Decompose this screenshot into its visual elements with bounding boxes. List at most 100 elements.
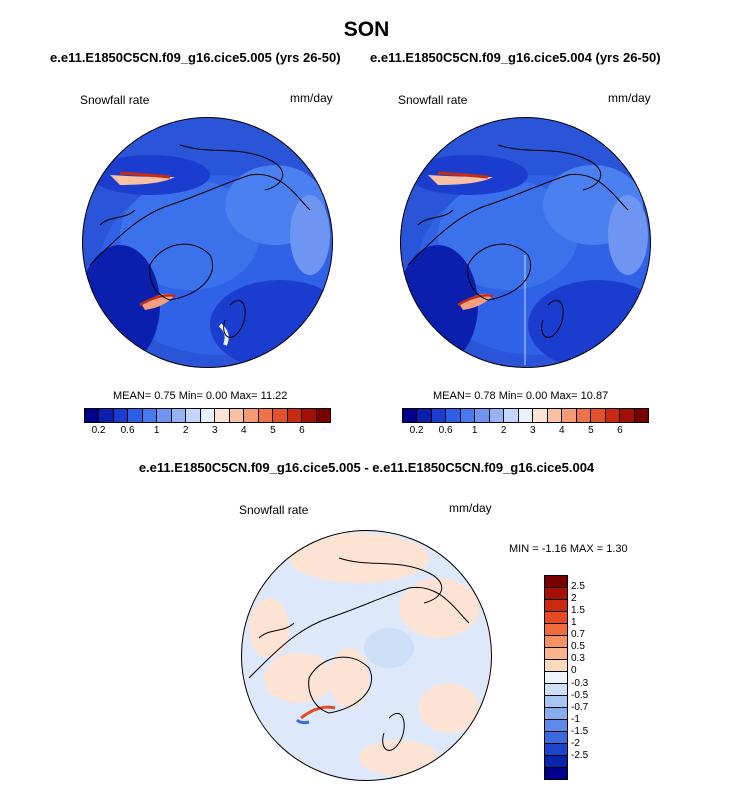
colorbar-swatch [545,756,567,768]
colorbar-swatch [545,636,567,648]
colorbar-swatch [229,409,245,422]
colorbar-swatch [287,409,303,422]
colorbar-swatch [547,409,563,422]
panel-right-polar-map [400,117,651,368]
panel-left-stats: MEAN= 0.75 Min= 0.00 Max= 11.22 [113,390,288,402]
colorbar-swatch [489,409,505,422]
colorbar-swatch [545,684,567,696]
colorbar-swatch [591,409,606,422]
colorbar-swatch [545,744,567,756]
colorbar-swatch [273,409,288,422]
colorbar-swatch [562,409,577,422]
colorbar-swatch [504,409,519,422]
diff-panel-variable-label: Snowfall rate [239,503,309,517]
colorbar-swatch [302,409,317,422]
colorbar-tick-label: 0.2 [91,425,106,436]
colorbar-swatch [258,409,274,422]
panel-left-polar-map [82,117,333,368]
panel-right-units-label: mm/day [608,91,651,105]
colorbar-tick-label: 0.6 [120,425,135,436]
panel-right-colorbar-ticks: 0.2 0.6 1 2 3 4 5 6 [402,425,649,439]
colorbar-swatch [518,409,534,422]
colorbar-swatch [113,409,129,422]
colorbar-swatch [545,720,567,732]
colorbar-tick-label: 5 [270,425,276,436]
colorbar-tick-label: -2 [571,737,580,749]
colorbar-tick-label: -0.5 [571,689,589,701]
colorbar-tick-label: 2 [500,425,507,436]
colorbar-tick-label: 0.3 [571,653,585,665]
colorbar-swatch [200,409,216,422]
colorbar-tick-label: -0.3 [571,677,589,689]
panel-right-colorbar [402,408,649,423]
panel-left-case-title: e.e11.E1850C5CN.f09_g16.cice5.005 (yrs 2… [50,50,341,65]
colorbar-tick-label: 0.6 [438,425,453,436]
diff-colorbar [544,575,568,780]
colorbar-tick-label: 6 [299,425,305,436]
colorbar-swatch [545,660,567,672]
colorbar-swatch [545,732,567,744]
panel-right-case-title: e.e11.E1850C5CN.f09_g16.cice5.004 (yrs 2… [370,50,661,65]
colorbar-tick-label: -1.5 [571,725,589,737]
colorbar-swatch [460,409,476,422]
colorbar-tick-label: 4 [559,425,565,436]
colorbar-tick-label: 2 [182,425,189,436]
colorbar-tick-label: 0.2 [409,425,424,436]
diff-panel-polar-map [241,530,492,781]
colorbar-swatch [533,409,548,422]
colorbar-swatch [171,409,187,422]
panel-left-units-label: mm/day [290,91,333,105]
colorbar-swatch [576,409,592,422]
colorbar-tick-label: 3 [211,425,218,436]
colorbar-swatch [316,409,330,422]
panel-right-stats: MEAN= 0.78 Min= 0.00 Max= 10.87 [433,390,609,402]
panel-left-colorbar [84,408,331,423]
colorbar-swatch [186,409,201,422]
colorbar-swatch [545,588,567,600]
colorbar-tick-label: 1 [153,425,160,436]
colorbar-tick-label: 0 [571,665,577,677]
colorbar-tick-label: 6 [617,425,623,436]
diff-panel-units-label: mm/day [449,501,492,515]
colorbar-swatch [545,624,567,636]
colorbar-tick-label: 2 [571,593,577,605]
colorbar-swatch [545,708,567,720]
diff-colorbar-ticks: 2.5 2 1.5 1 0.7 0.5 0.3 0 -0.3 -0.5 -0.7 -1 -1.5 -2 -2… [571,575,611,778]
colorbar-tick-label: 1 [571,617,577,629]
colorbar-swatch [545,768,567,779]
colorbar-swatch [634,409,648,422]
figure-title: SON [343,18,390,41]
colorbar-swatch [403,409,418,422]
colorbar-swatch [545,600,567,612]
diff-panel-title: e.e11.E1850C5CN.f09_g16.cice5.005 - e.e1… [138,460,595,475]
colorbar-swatch [545,648,567,660]
colorbar-swatch [475,409,490,422]
colorbar-swatch [85,409,100,422]
colorbar-swatch [605,409,621,422]
colorbar-swatch [99,409,114,422]
colorbar-swatch [142,409,158,422]
colorbar-tick-label: -0.7 [571,701,589,713]
colorbar-swatch [620,409,635,422]
colorbar-swatch [545,696,567,708]
colorbar-tick-label: 1 [471,425,478,436]
colorbar-tick-label: -2.5 [571,749,589,761]
colorbar-tick-label: 0.7 [571,629,585,641]
panel-left-variable-label: Snowfall rate [80,93,150,107]
colorbar-swatch [128,409,143,422]
colorbar-tick-label: 3 [529,425,536,436]
colorbar-swatch [431,409,447,422]
colorbar-tick-label: 5 [588,425,594,436]
colorbar-swatch [545,672,567,684]
colorbar-swatch [545,612,567,624]
colorbar-swatch [417,409,432,422]
colorbar-swatch [215,409,230,422]
colorbar-tick-label: 4 [241,425,247,436]
colorbar-tick-label: -1 [571,713,580,725]
panel-left-colorbar-ticks: 0.2 0.6 1 2 3 4 5 6 [84,425,331,439]
colorbar-tick-label: 0.5 [571,641,585,653]
panel-right-variable-label: Snowfall rate [398,93,468,107]
colorbar-swatch [545,576,567,588]
colorbar-swatch [244,409,259,422]
colorbar-tick-label: 2.5 [571,581,585,593]
